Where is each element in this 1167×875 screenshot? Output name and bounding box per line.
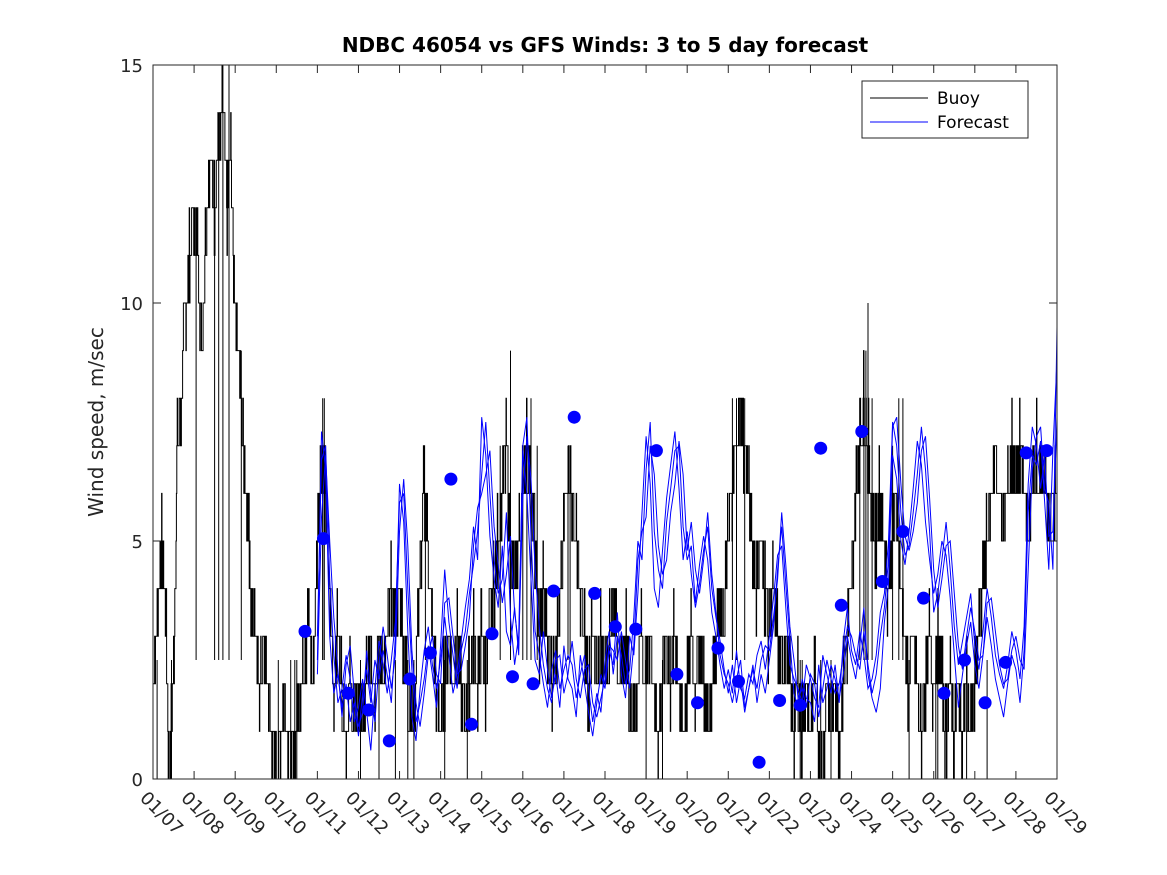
forecast-marker: [978, 696, 992, 710]
forecast-marker: [711, 641, 725, 655]
forecast-marker: [670, 667, 684, 681]
forecast-line-3: [316, 326, 1058, 727]
forecast-marker: [793, 698, 807, 712]
y-tick-label: 5: [132, 532, 143, 553]
forecast-marker: [341, 686, 355, 700]
forecast-marker: [403, 672, 417, 686]
forecast-marker: [444, 472, 458, 486]
forecast-marker: [649, 444, 663, 458]
forecast-marker: [608, 620, 622, 634]
forecast-series-group: [316, 326, 1058, 751]
forecast-marker: [814, 441, 828, 455]
y-tick-label: 10: [120, 294, 143, 315]
forecast-marker: [937, 686, 951, 700]
y-axis-label: Wind speed, m/sec: [84, 327, 108, 517]
forecast-marker: [691, 696, 704, 710]
forecast-marker: [526, 677, 540, 691]
forecast-marker: [834, 598, 848, 612]
forecast-marker: [999, 655, 1013, 669]
chart-title: NDBC 46054 vs GFS Winds: 3 to 5 day fore…: [342, 33, 869, 57]
forecast-marker: [423, 646, 437, 660]
forecast-marker: [773, 694, 787, 707]
forecast-marker: [298, 624, 312, 638]
legend-forecast-label: Forecast: [937, 113, 1009, 133]
forecast-markers: [298, 410, 1054, 769]
forecast-marker: [752, 755, 766, 769]
forecast-line-1: [316, 360, 1058, 741]
legend-buoy-label: Buoy: [937, 89, 980, 109]
forecast-marker: [547, 584, 561, 598]
forecast-marker: [629, 622, 643, 636]
y-tick-label: 15: [120, 56, 143, 77]
legend: Buoy Forecast: [861, 80, 1029, 139]
forecast-marker: [485, 627, 499, 641]
forecast-marker: [1019, 446, 1033, 460]
y-tick-label: 0: [132, 770, 143, 791]
forecast-marker: [917, 591, 930, 605]
forecast-marker: [317, 532, 330, 546]
forecast-marker: [958, 653, 971, 667]
legend-box: [861, 80, 1029, 139]
forecast-marker: [875, 575, 889, 588]
forecast-marker: [1040, 444, 1054, 458]
forecast-marker: [382, 734, 396, 748]
forecast-marker: [896, 525, 910, 538]
forecast-line-2: [316, 417, 1058, 751]
forecast-marker: [732, 674, 745, 688]
forecast-marker: [588, 586, 602, 600]
forecast-marker: [465, 717, 478, 731]
forecast-marker: [506, 670, 519, 684]
forecast-marker: [362, 703, 376, 717]
forecast-marker: [567, 410, 581, 424]
y-axis-ticks: 0 5 10 15: [120, 56, 1057, 791]
forecast-marker: [855, 425, 869, 438]
